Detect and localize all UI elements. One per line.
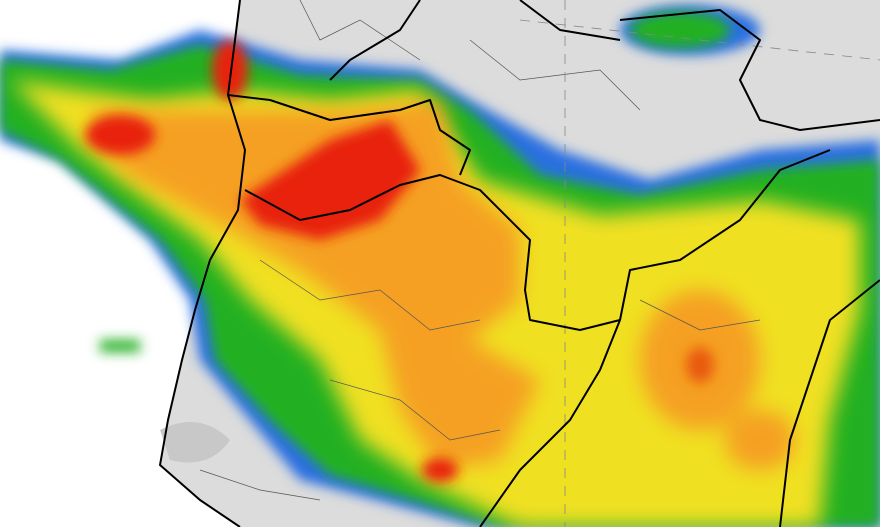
national-borders [159, 0, 880, 527]
border-northeast [619, 9, 880, 131]
border-northwest [329, 0, 421, 81]
echo-red-3 [240, 120, 420, 240]
region-line [299, 0, 421, 61]
echo-red-4 [422, 458, 458, 482]
region-line [469, 39, 641, 111]
region-line [259, 259, 481, 331]
border-east [619, 149, 831, 321]
echo-orange [90, 100, 540, 470]
border-center [244, 174, 621, 527]
regional-borders [199, 0, 761, 501]
border-southeast [779, 279, 880, 527]
echo-red-5 [686, 347, 714, 383]
echo-red-2 [212, 40, 248, 100]
region-line [329, 379, 501, 441]
border-north [227, 94, 471, 176]
echo-green-small [100, 340, 140, 352]
border-top [519, 0, 621, 41]
echo-red-1 [85, 115, 155, 155]
region-line [199, 469, 321, 501]
shoal [160, 422, 230, 463]
parallel [519, 19, 880, 61]
region-line [639, 299, 761, 331]
echo-green-north [630, 12, 730, 48]
coastline [159, 0, 246, 527]
radar-red [85, 40, 714, 482]
echo-orange-southeast [725, 410, 795, 470]
